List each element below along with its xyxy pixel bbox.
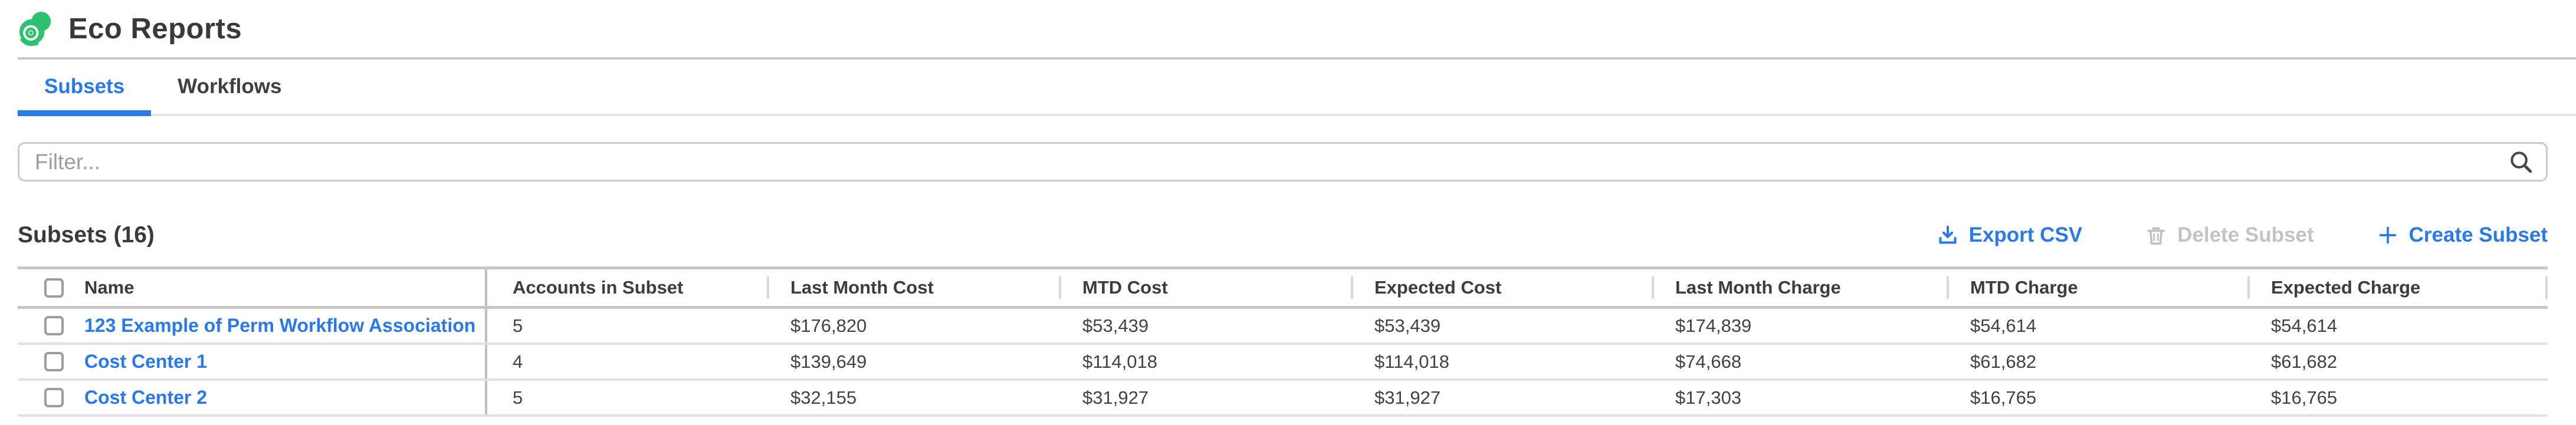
column-header-expected-charge: Expected Charge bbox=[2247, 269, 2548, 306]
tab-bar-divider bbox=[18, 114, 2576, 116]
search-icon[interactable] bbox=[2508, 149, 2535, 176]
cell-mtd-cost: $114,018 bbox=[1082, 351, 1157, 372]
section-title: Subsets (16) bbox=[18, 222, 155, 248]
create-subset-label: Create Subset bbox=[2408, 223, 2548, 246]
cell-expected-charge: $54,614 bbox=[2271, 315, 2338, 336]
page-title: Eco Reports bbox=[68, 12, 242, 45]
table-header-row: Name Accounts in Subset Last Month Cost … bbox=[18, 269, 2548, 309]
subset-name-link[interactable]: 123 Example of Perm Workflow Association bbox=[84, 315, 476, 336]
subsets-table: Name Accounts in Subset Last Month Cost … bbox=[18, 266, 2548, 417]
cell-name: 123 Example of Perm Workflow Association bbox=[18, 309, 485, 342]
cell-mtd-cost: $31,927 bbox=[1082, 387, 1149, 408]
cell-expected-charge: $61,682 bbox=[2271, 351, 2338, 372]
subset-name-link[interactable]: Cost Center 1 bbox=[84, 351, 208, 372]
column-header-expected-cost: Expected Cost bbox=[1351, 269, 1652, 306]
column-header-last-month-charge: Last Month Charge bbox=[1652, 269, 1947, 306]
column-header-name: Name bbox=[18, 269, 485, 306]
tab-bar: Subsets Workflows bbox=[0, 60, 2576, 116]
cell-expected-cost: $31,927 bbox=[1374, 387, 1441, 408]
cell-mtd-charge: $54,614 bbox=[1970, 315, 2037, 336]
column-header-accounts: Accounts in Subset bbox=[485, 269, 767, 306]
filter-bar bbox=[18, 142, 2548, 182]
cell-last-month-cost: $139,649 bbox=[790, 351, 867, 372]
cell-mtd-charge: $16,765 bbox=[1970, 387, 2037, 408]
plus-icon bbox=[2379, 226, 2396, 244]
tab-workflows[interactable]: Workflows bbox=[178, 75, 282, 98]
row-checkbox[interactable] bbox=[44, 352, 64, 371]
cell-last-month-charge: $174,839 bbox=[1675, 315, 1752, 336]
cell-expected-cost: $53,439 bbox=[1374, 315, 1441, 336]
download-icon bbox=[1939, 225, 1957, 244]
eco-logo-icon bbox=[19, 11, 51, 46]
main-content: Subsets (16) Export CSV Delete Subset bbox=[18, 142, 2548, 417]
delete-subset-button[interactable]: Delete Subset bbox=[2144, 223, 2314, 247]
delete-subset-label: Delete Subset bbox=[2177, 223, 2314, 246]
cell-accounts: 4 bbox=[485, 345, 767, 378]
cell-name: Cost Center 2 bbox=[18, 381, 485, 414]
row-checkbox[interactable] bbox=[44, 316, 64, 335]
cell-name: Cost Center 1 bbox=[18, 345, 485, 378]
table-row: Cost Center 2 5 $32,155 $31,927 $31,927 … bbox=[18, 381, 2548, 417]
section-header: Subsets (16) Export CSV Delete Subset bbox=[18, 222, 2548, 248]
cell-last-month-charge: $74,668 bbox=[1675, 351, 1742, 372]
cell-mtd-charge: $61,682 bbox=[1970, 351, 2037, 372]
cell-last-month-charge: $17,303 bbox=[1675, 387, 1742, 408]
column-header-last-month-cost: Last Month Cost bbox=[767, 269, 1059, 306]
create-subset-button[interactable]: Create Subset bbox=[2376, 223, 2548, 247]
column-header-mtd-charge: MTD Charge bbox=[1947, 269, 2247, 306]
table-row: Cost Center 1 4 $139,649 $114,018 $114,0… bbox=[18, 345, 2548, 381]
table-body: 123 Example of Perm Workflow Association… bbox=[18, 309, 2548, 417]
cell-mtd-cost: $53,439 bbox=[1082, 315, 1149, 336]
tab-subsets[interactable]: Subsets bbox=[18, 60, 152, 116]
export-csv-button[interactable]: Export CSV bbox=[1936, 223, 2083, 247]
app-header: Eco Reports bbox=[0, 0, 2576, 57]
filter-input[interactable] bbox=[18, 142, 2548, 182]
cell-expected-cost: $114,018 bbox=[1374, 351, 1449, 372]
cell-accounts: 5 bbox=[485, 309, 767, 342]
cell-last-month-cost: $32,155 bbox=[790, 387, 857, 408]
export-csv-label: Export CSV bbox=[1968, 223, 2083, 246]
table-row: 123 Example of Perm Workflow Association… bbox=[18, 309, 2548, 345]
select-all-checkbox[interactable] bbox=[44, 278, 64, 298]
column-header-mtd-cost: MTD Cost bbox=[1059, 269, 1351, 306]
trash-icon bbox=[2147, 227, 2165, 245]
cell-last-month-cost: $176,820 bbox=[790, 315, 867, 336]
cell-expected-charge: $16,765 bbox=[2271, 387, 2338, 408]
header-divider bbox=[18, 57, 2576, 60]
subset-name-link[interactable]: Cost Center 2 bbox=[84, 387, 208, 408]
action-buttons: Export CSV Delete Subset Create Subset bbox=[1936, 223, 2548, 247]
row-checkbox[interactable] bbox=[44, 388, 64, 407]
cell-accounts: 5 bbox=[485, 381, 767, 414]
